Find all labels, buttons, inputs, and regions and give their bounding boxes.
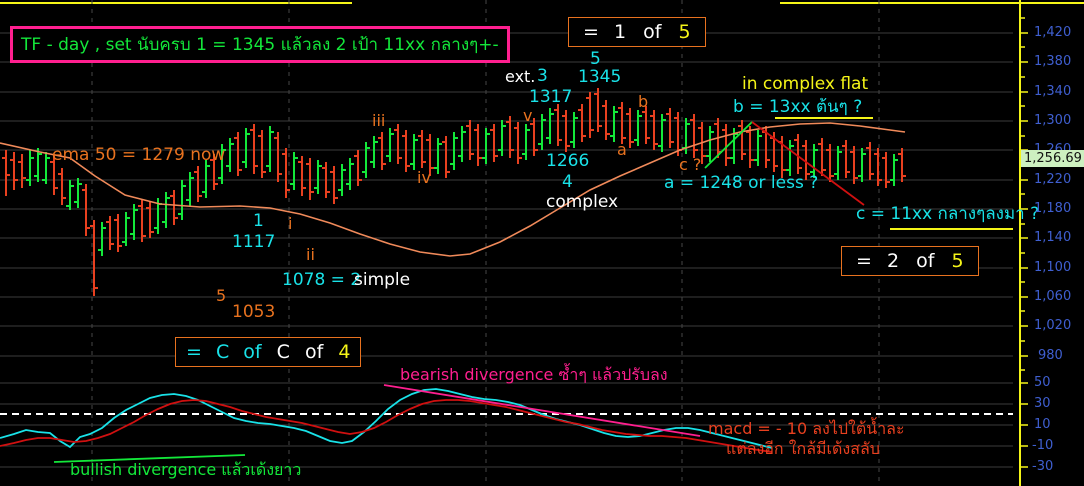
price-tick-1220: 1,220: [1034, 172, 1072, 187]
wave-label-1: 1: [253, 211, 264, 231]
box1-total: 5: [678, 21, 691, 43]
projection-b-up: [704, 121, 753, 169]
wave-label-v: v: [523, 106, 533, 125]
bearish-divergence-label: bearish divergence ซ้ำๆ แล้วปรับลง: [400, 365, 668, 384]
price-tick-1340: 1,340: [1034, 84, 1072, 99]
wave-label-i: i: [288, 214, 293, 233]
box3-of2: of: [305, 341, 324, 363]
a-target-label: a = 1248 or less ?: [664, 173, 819, 193]
price-tick-1300: 1,300: [1034, 113, 1072, 128]
candlestick-series: [2, 88, 906, 296]
projection-c-down: [751, 121, 865, 206]
in-complex-flat-label: in complex flat: [742, 74, 869, 94]
price-axis-ticks: [1020, 17, 1028, 468]
wave-1-of-5-box: = 1 of 5: [568, 17, 706, 47]
box3-total: 4: [338, 341, 351, 363]
box3-of1: of: [243, 341, 262, 363]
price-label-1053: 1053: [232, 302, 276, 322]
macd-tick-neg30: -30: [1032, 459, 1054, 474]
price-tick-1380: 1,380: [1034, 54, 1072, 69]
box1-num: 1: [613, 21, 627, 43]
macd-slow-line: [0, 399, 773, 453]
box2-eq: =: [856, 250, 872, 272]
wave-label-a: a: [617, 140, 627, 159]
box1-of: of: [643, 21, 662, 43]
wave-label-b: b: [638, 92, 649, 111]
label-simple: simple: [354, 270, 411, 290]
macd-note-line2: แต่ลงอีก ใกล้มีเด้งสลับ: [726, 439, 880, 458]
ext-prefix-label: ext.: [505, 67, 536, 86]
b-target-label: b = 13xx ต้นๆ ?: [733, 97, 863, 117]
macd-tick-10: 10: [1034, 417, 1051, 432]
ema50-line: [0, 122, 906, 257]
macd-tick-30: 30: [1034, 396, 1051, 411]
box2-of: of: [916, 250, 935, 272]
wave-label-ii: ii: [306, 245, 315, 264]
divergence-trendlines: [53, 384, 701, 463]
wave-label-5-low: 5: [216, 286, 227, 305]
bearish-divergence-line: [383, 384, 701, 437]
wave-c-of-c-of-4-box: = C of C of 4: [175, 337, 362, 367]
price-label-1345: 1345: [578, 67, 622, 87]
price-tick-1060: 1,060: [1034, 289, 1072, 304]
bullish-divergence-label: bullish divergence แล้วเด้งยาว: [70, 460, 302, 479]
price-tick-1180: 1,180: [1034, 201, 1072, 216]
wave-label-1078-2: 1078 = 2: [282, 270, 362, 290]
box3-c1: C: [215, 341, 230, 363]
price-tick-1420: 1,420: [1034, 25, 1072, 40]
ema50-label: ema 50 = 1279 now: [52, 145, 226, 165]
price-tick-1140: 1,140: [1034, 230, 1072, 245]
box2-num: 2: [886, 250, 900, 272]
macd-note-line1: macd = - 10 ลงไปใต้น้ำละ: [708, 419, 905, 438]
price-label-1117: 1117: [232, 232, 276, 252]
bullish-divergence-line: [53, 454, 246, 463]
macd-series: [0, 388, 773, 453]
price-tick-1020: 1,020: [1034, 318, 1072, 333]
wave-label-iv: iv: [417, 168, 431, 187]
c-target-label: c = 11xx กลางๆลงมา ?: [856, 204, 1040, 224]
macd-tick-50: 50: [1034, 375, 1051, 390]
price-tick-980: 980: [1038, 348, 1063, 363]
wave-label-5-top: 5: [590, 49, 601, 69]
box1-eq: =: [583, 21, 599, 43]
current-price-tag: 1,256.69: [1021, 150, 1084, 167]
chart-title-text: TF - day , set นับครบ 1 = 1345 แล้วลง 2 …: [21, 35, 499, 55]
price-tick-1100: 1,100: [1034, 260, 1072, 275]
macd-tick-neg10: -10: [1032, 438, 1054, 453]
label-complex: complex: [546, 192, 619, 212]
wave-label-ext-3: 3: [537, 66, 548, 86]
wave-label-c-question: c ?: [679, 155, 702, 174]
price-label-1317: 1317: [529, 87, 573, 107]
projection-lines: [704, 121, 865, 206]
chart-title-box: TF - day , set นับครบ 1 = 1345 แล้วลง 2 …: [10, 26, 510, 63]
box3-eq: =: [186, 341, 202, 363]
wave-label-iii: iii: [372, 111, 386, 130]
box2-total: 5: [951, 250, 964, 272]
box3-c2: C: [276, 341, 290, 363]
vertical-gridlines: [91, 0, 880, 486]
wave-2-of-5-box: = 2 of 5: [841, 246, 979, 276]
price-label-1266: 1266: [546, 151, 590, 171]
wave-label-4: 4: [562, 172, 573, 192]
